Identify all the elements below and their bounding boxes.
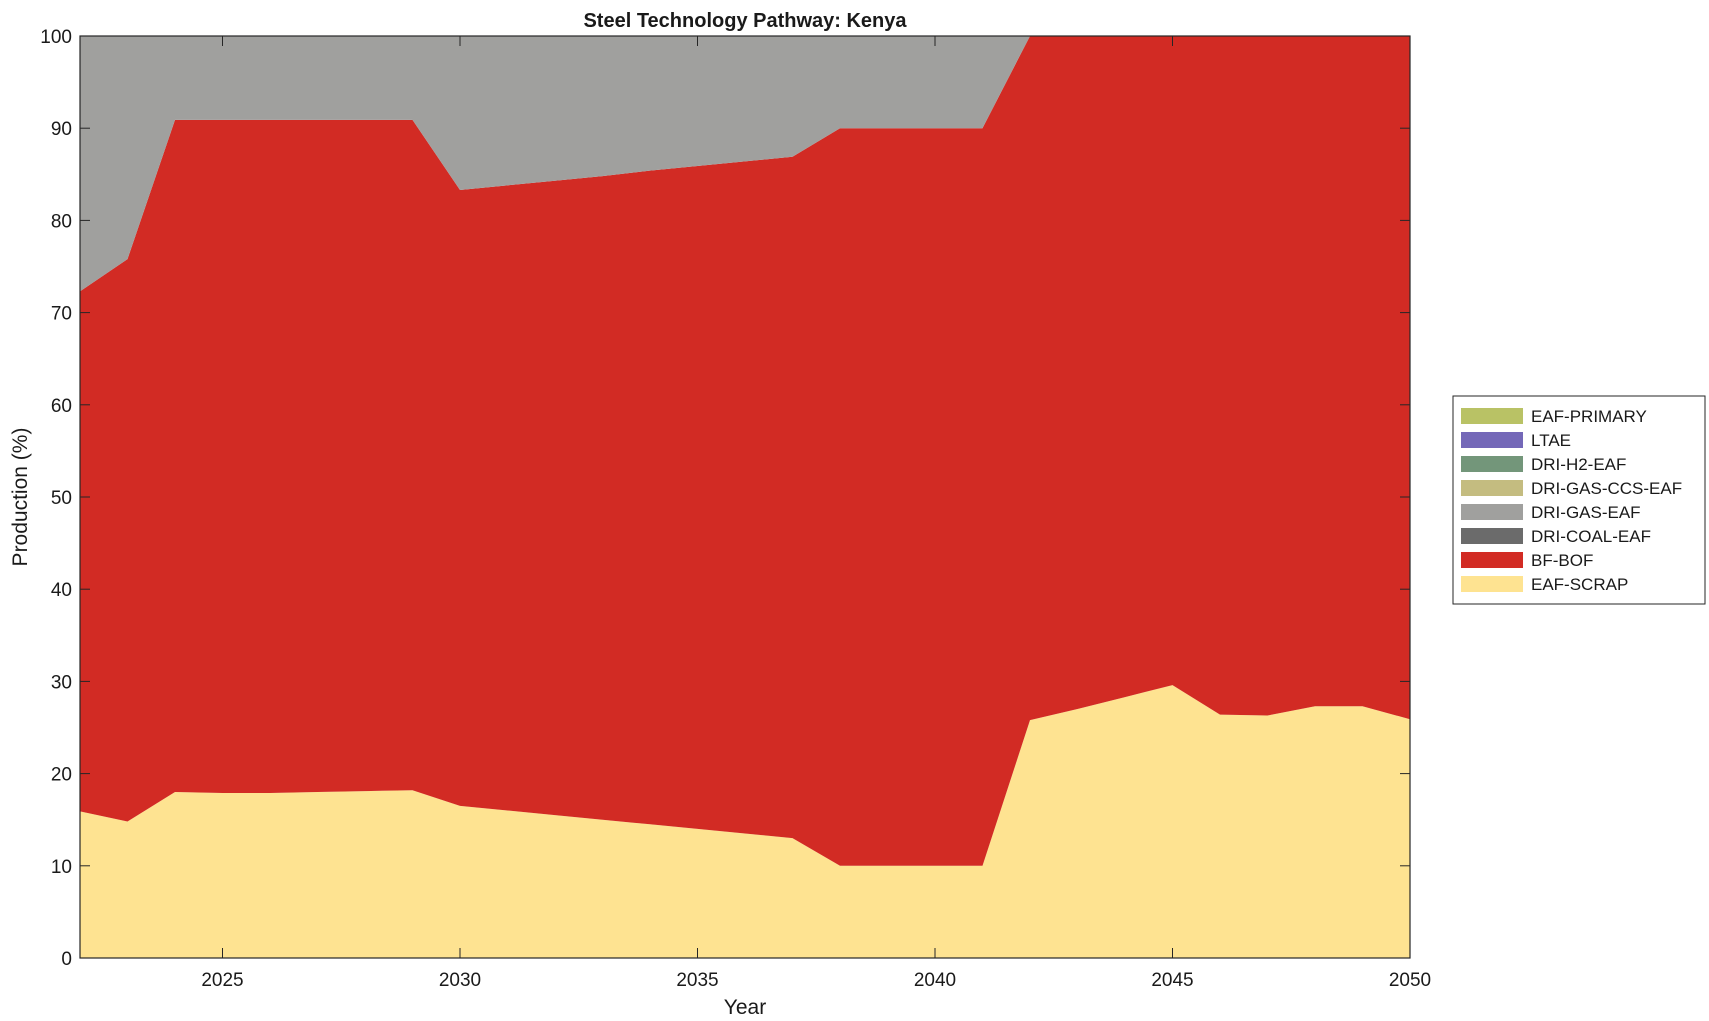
- y-tick-label: 80: [51, 211, 72, 232]
- y-tick-label: 20: [51, 765, 72, 786]
- x-tick-label: 2040: [914, 970, 956, 991]
- legend-swatch: [1461, 432, 1523, 448]
- y-tick-label: 30: [51, 672, 72, 693]
- area-bf-bof: [80, 36, 1410, 866]
- legend-swatch: [1461, 528, 1523, 544]
- legend-label: EAF-SCRAP: [1531, 575, 1628, 594]
- x-axis-label: Year: [724, 996, 766, 1019]
- area-dri-gas-eaf: [80, 36, 1410, 292]
- legend: EAF-PRIMARY LTAE DRI-H2-EAF DRI-GAS-CCS-EAF…: [1452, 395, 1706, 605]
- legend-box: [1452, 395, 1706, 605]
- x-tick-label: 2035: [676, 970, 718, 991]
- legend-label: EAF-PRIMARY: [1531, 407, 1647, 426]
- legend-swatch: [1461, 480, 1523, 496]
- chart-title: Steel Technology Pathway: Kenya: [583, 10, 907, 32]
- y-tick-label: 100: [40, 27, 72, 48]
- legend-label: LTAE: [1531, 431, 1571, 450]
- x-tick-label: 2050: [1389, 970, 1431, 991]
- x-tick-label: 2030: [439, 970, 481, 991]
- legend-label: DRI-GAS-EAF: [1531, 503, 1641, 522]
- x-tick-label: 2025: [201, 970, 243, 991]
- legend-swatch: [1461, 456, 1523, 472]
- legend-label: DRI-COAL-EAF: [1531, 527, 1651, 546]
- legend-swatch: [1461, 576, 1523, 592]
- areas-layer: [80, 36, 1410, 958]
- y-tick-label: 10: [51, 857, 72, 878]
- legend-label: DRI-H2-EAF: [1531, 455, 1626, 474]
- y-tick-label: 40: [51, 580, 72, 601]
- y-tick-label: 70: [51, 304, 72, 325]
- y-tick-label: 50: [51, 488, 72, 509]
- y-tick-label: 90: [51, 119, 72, 140]
- y-axis-label: Production (%): [9, 428, 32, 567]
- y-tick-label: 60: [51, 396, 72, 417]
- x-tick-label: 2045: [1151, 970, 1193, 991]
- legend-label: DRI-GAS-CCS-EAF: [1531, 479, 1682, 498]
- y-tick-label: 0: [61, 949, 72, 970]
- legend-swatch: [1461, 552, 1523, 568]
- area-eaf-scrap: [80, 685, 1410, 958]
- legend-label: BF-BOF: [1531, 551, 1593, 570]
- legend-swatch: [1461, 504, 1523, 520]
- legend-swatch: [1461, 408, 1523, 424]
